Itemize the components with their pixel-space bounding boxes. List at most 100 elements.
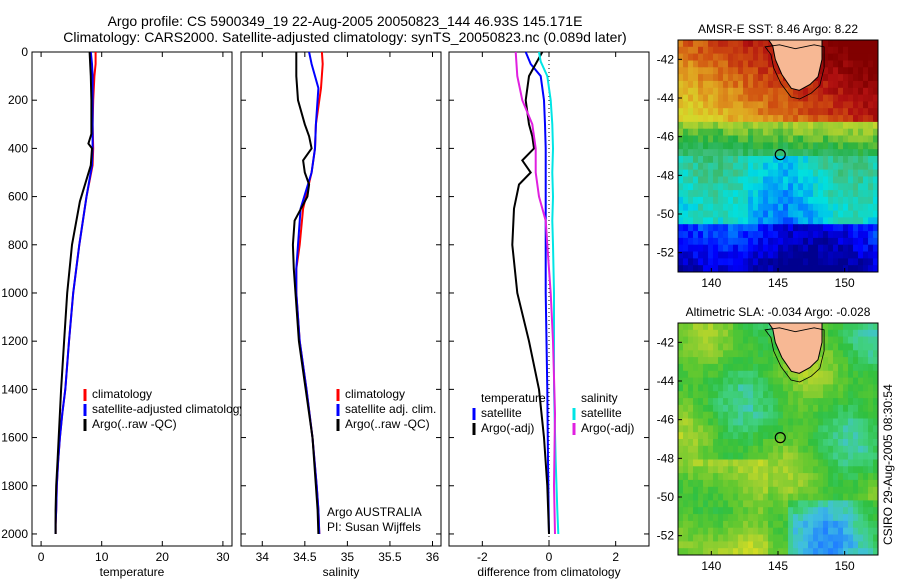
map-cell [758,40,764,48]
map-cell [728,411,734,420]
map-title: Altimetric SLA: -0.034 Argo: -0.028 [686,305,871,319]
series-line-argo-raw-qc- [54,51,94,534]
map-cell [838,473,844,481]
map-cell [813,115,819,123]
map-cell [688,541,694,549]
map-cell [738,183,744,191]
map-cell [708,384,714,392]
map-cell [843,149,849,157]
y-tick-label: -52 [657,529,675,543]
map-cell [713,87,719,96]
map-cell [788,527,794,536]
map-cell [808,411,814,420]
map-cell [728,370,734,379]
map-cell [858,40,864,48]
map-cell [788,135,794,143]
map-cell [868,156,874,164]
map-cell [718,265,724,272]
map-cell [713,237,719,246]
map-cell [698,67,704,75]
map-cell [808,258,814,266]
map-cell [768,439,774,447]
map-cell [688,176,694,184]
map-cell [733,210,739,218]
map-cell [678,149,684,157]
map-cell [703,363,709,372]
map-cell [688,486,694,495]
map-cell [818,452,824,460]
map-cell [713,445,719,454]
map-cell [823,391,829,399]
map-cell [823,67,829,75]
map-cell [768,418,774,426]
map-cell [703,46,709,55]
map-cell [768,169,774,177]
map-cell [873,384,878,392]
map-cell [808,244,814,253]
map-cell [728,60,734,68]
map-cell [688,398,694,406]
map-cell [773,162,779,171]
map-cell [733,357,739,365]
map-cell [733,231,739,239]
map-cell [718,384,724,392]
map-cell [758,142,764,150]
map-cell [793,466,799,474]
map-cell [793,439,799,447]
map-cell [773,108,779,116]
map-cell [853,60,859,68]
map-cell [723,432,729,440]
map-cell [753,363,759,372]
map-cell [853,176,859,184]
map-cell [858,53,864,61]
map-cell [853,323,859,331]
map-cell [803,121,809,130]
map-cell [773,398,779,406]
map-cell [708,391,714,399]
map-cell [773,94,779,102]
legend-entry: satellite [581,406,622,420]
map-cell [698,541,704,549]
map-cell [728,190,734,198]
map-cell [693,398,699,406]
map-cell [788,142,794,150]
map-cell [718,534,724,542]
map-cell [703,520,709,529]
map-cell [753,128,759,137]
map-cell [758,176,764,184]
legend-entry: Argo(-adj) [481,421,534,435]
map-cell [833,162,839,171]
map-cell [683,183,689,191]
map-cell [683,190,689,198]
map-cell [783,135,789,143]
map-cell [828,534,834,542]
map-cell [728,323,734,331]
map-cell [678,527,684,536]
map-cell [853,231,859,239]
map-cell [763,343,769,351]
map-cell [683,398,689,406]
map-cell [683,121,689,130]
map-cell [833,94,839,102]
map-cell [688,384,694,392]
map-cell [813,224,819,232]
map-cell [848,500,854,508]
map-cell [723,176,729,184]
map-cell [828,398,834,406]
map-cell [798,425,804,433]
map-cell [843,169,849,177]
map-cell [718,217,724,225]
map-cell [863,336,869,344]
map-cell [818,534,824,542]
map-cell [713,176,719,184]
map-cell [868,500,874,508]
map-cell [783,479,789,488]
map-cell [788,101,794,109]
map-cell [798,507,804,515]
map-cell [758,493,764,501]
map-cell [698,40,704,48]
map-cell [743,445,749,454]
map-cell [833,514,839,522]
map-cell [853,53,859,61]
map-cell [838,210,844,218]
